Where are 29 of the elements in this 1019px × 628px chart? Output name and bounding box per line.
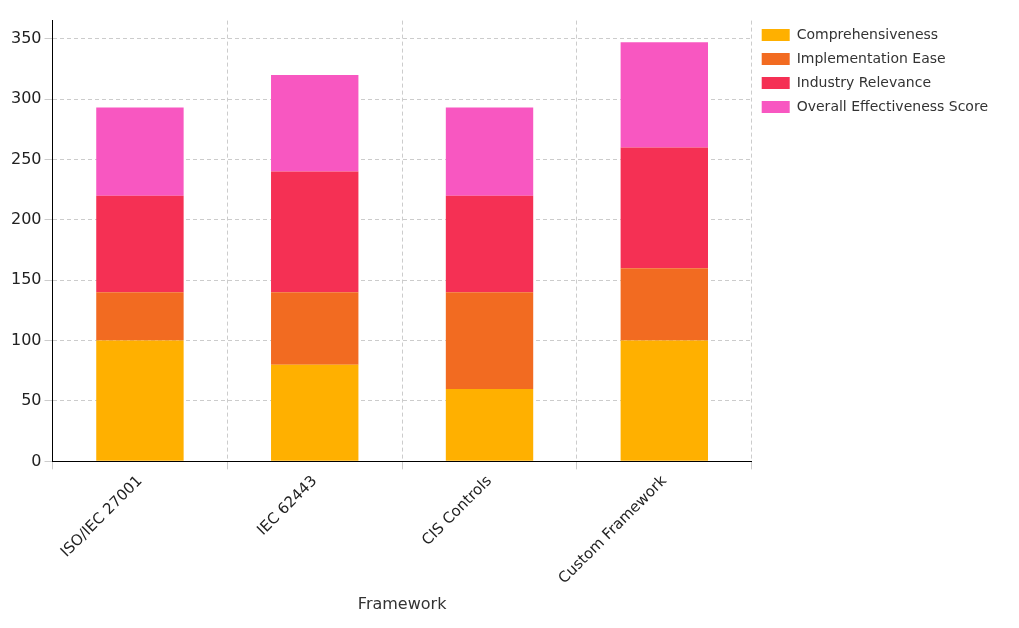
legend-label: Industry Relevance [796, 73, 932, 90]
bar [445, 107, 534, 196]
bar [445, 388, 534, 461]
y-tick-label: 0 [31, 450, 42, 470]
bar [271, 364, 359, 461]
bar [445, 195, 534, 293]
y-tick-label: 250 [10, 148, 42, 168]
y-tick-label: 100 [10, 329, 42, 349]
y-tick-label: 50 [21, 390, 42, 410]
legend-label: Implementation Ease [796, 49, 946, 66]
bar [620, 340, 709, 461]
bar [96, 107, 184, 196]
y-tick-label: 150 [10, 269, 42, 289]
bar [620, 268, 709, 341]
bar [620, 42, 709, 148]
y-tick-label: 350 [10, 27, 42, 47]
legend-label: Overall Effectiveness Score [796, 97, 988, 114]
bar [96, 340, 184, 461]
bar [271, 74, 359, 172]
x-axis-title: Framework [357, 593, 448, 613]
bar [271, 292, 359, 365]
legend-label: Comprehensiveness [796, 25, 939, 42]
bar [96, 195, 184, 293]
bar [445, 292, 534, 389]
y-tick-label: 200 [10, 209, 42, 228]
bar [620, 147, 709, 269]
bar [271, 171, 359, 293]
y-tick-label: 300 [10, 88, 42, 108]
bar [96, 292, 184, 341]
